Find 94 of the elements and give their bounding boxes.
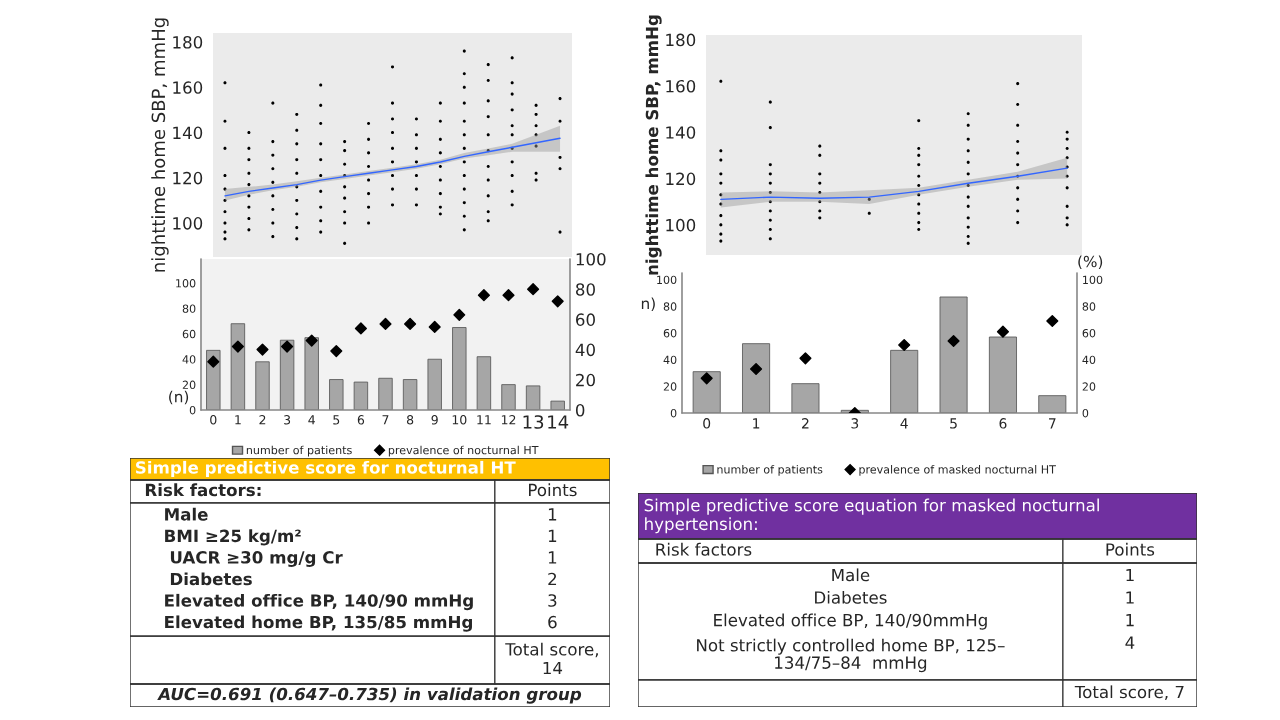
text: Total score, 14 (505, 642, 598, 675)
y2-tick-label: 60 (576, 313, 595, 326)
text: Risk factors: (145, 483, 261, 497)
x-tick-label: 3 (851, 418, 859, 429)
y-tick-label: 160 (666, 79, 696, 93)
y-tick-label: 80 (182, 304, 196, 313)
x-tick-label: 6 (357, 415, 365, 425)
x-tick-label: 11 (477, 415, 491, 425)
y-tick-label: 100 (176, 279, 196, 288)
y-tick-label: 20 (182, 380, 196, 389)
text: AUC=0.691 (0.647–0.735) in validation group (157, 687, 582, 704)
x-tick-label: 9 (431, 415, 438, 425)
y-axis-title: nighttime home SBP, mmHg (151, 18, 169, 272)
x-tick-label: 7 (1049, 418, 1056, 429)
y2-tick-label: 0 (1082, 408, 1089, 418)
y-tick-label: 100 (173, 217, 203, 230)
category-label: BMI ≥25 kg/m² (165, 529, 301, 546)
x-tick-label: 2 (259, 415, 266, 425)
text: Points (1106, 542, 1155, 556)
data-label: 4 (1125, 636, 1135, 649)
y2-tick-label: 100 (576, 252, 606, 266)
data-label: 1 (1126, 614, 1134, 627)
data-label: 2 (548, 572, 557, 586)
category-label: UACR ≥30 mg/g Cr (170, 551, 343, 567)
y-tick-label: 180 (666, 33, 696, 47)
x-tick-label: 5 (333, 415, 340, 425)
x-tick-label: 3 (284, 415, 291, 425)
y-tick-label: 100 (657, 275, 677, 285)
text: Risk factors (656, 542, 752, 556)
legend-label: prevalence of nocturnal HT (388, 445, 539, 457)
y2-tick-label: 100 (1083, 275, 1103, 285)
text: (%) (1078, 255, 1103, 270)
y-tick-label: 40 (663, 355, 677, 365)
text: (n) (169, 390, 189, 405)
x-tick-label: 0 (703, 418, 711, 429)
category-label: Male (832, 568, 870, 582)
y-tick-label: 120 (666, 172, 696, 186)
y-tick-label: 60 (182, 329, 196, 339)
x-tick-label: 1 (235, 415, 241, 425)
legend-label: number of patients (246, 445, 352, 457)
category-label: Diabetes (815, 590, 887, 604)
category-label: Not strictly controlled home BP, 125– 134/75–84 mmHg (697, 638, 1005, 673)
x-tick-label: 13 (523, 415, 544, 429)
y-tick-label: 140 (666, 126, 696, 139)
x-tick-label: 8 (406, 415, 414, 425)
category-label: Male (165, 507, 208, 521)
text: Simple predictive score for nocturnal HT (136, 460, 516, 478)
x-tick-label: 5 (950, 418, 957, 429)
x-tick-label: 6 (999, 418, 1007, 429)
legend-label: number of patients (717, 465, 823, 476)
x-tick-label: 2 (802, 418, 809, 429)
category-label: Diabetes (170, 572, 252, 586)
y-tick-label: 20 (663, 382, 677, 391)
category-label: Elevated office BP, 140/90mmHg (714, 613, 987, 630)
data-label: 3 (548, 594, 557, 607)
y2-tick-label: 80 (1082, 302, 1096, 311)
data-label: 1 (548, 551, 557, 564)
x-tick-label: 4 (900, 418, 908, 429)
y2-tick-label: 80 (575, 283, 595, 296)
x-tick-label: 1 (753, 418, 760, 429)
y-tick-label: 0 (189, 405, 196, 415)
y-axis-title: nighttime home SBP, mmHg (645, 15, 662, 275)
y-tick-label: 120 (173, 171, 203, 185)
legend-label: prevalence of masked nocturnal HT (859, 465, 1056, 476)
x-tick-label: 10 (452, 415, 467, 425)
x-tick-label: 7 (382, 415, 389, 425)
y-tick-label: 40 (182, 355, 196, 364)
data-label: 1 (1126, 568, 1134, 582)
data-label: 6 (548, 615, 557, 629)
category-label: Elevated home BP, 135/85 mmHg (165, 615, 472, 632)
data-label: 1 (548, 508, 557, 521)
text: Simple predictive score equation for masked nocturnal hypertension: (644, 498, 1099, 534)
category-label: Elevated office BP, 140/90 mmHg (165, 593, 473, 611)
y2-tick-label: 60 (1082, 328, 1096, 338)
y-tick-label: 80 (663, 302, 677, 311)
x-tick-label: 4 (308, 415, 315, 425)
y-tick-label: 160 (173, 81, 203, 94)
y-tick-label: 0 (670, 408, 677, 418)
y-tick-label: 100 (666, 218, 696, 232)
text: n) (641, 297, 655, 312)
y-tick-label: 60 (663, 328, 677, 338)
y2-tick-label: 20 (576, 373, 595, 387)
y2-tick-label: 20 (1082, 382, 1096, 391)
y2-tick-label: 40 (575, 343, 595, 357)
x-tick-label: 14 (548, 415, 569, 429)
x-tick-label: 12 (501, 415, 516, 425)
y2-tick-label: 40 (1082, 355, 1096, 365)
x-tick-label: 0 (210, 415, 217, 425)
text: Total score, 7 (1074, 685, 1184, 700)
data-label: 1 (1126, 591, 1134, 604)
text: Points (529, 483, 577, 497)
y-tick-label: 140 (173, 126, 203, 140)
data-label: 1 (548, 529, 557, 542)
y-tick-label: 180 (173, 36, 203, 49)
